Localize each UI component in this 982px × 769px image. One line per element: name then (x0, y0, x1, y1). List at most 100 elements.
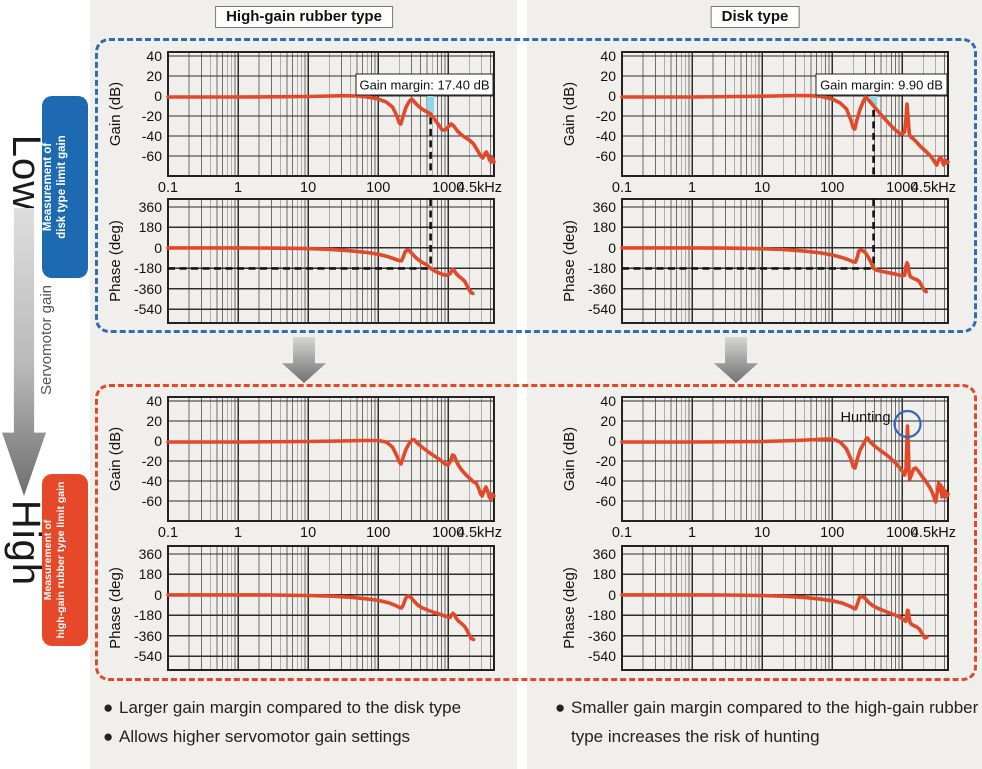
list-item: ● Larger gain margin compared to the dis… (103, 694, 523, 723)
y-axis-tick-label: 0 (608, 433, 616, 449)
note-text: Larger gain margin compared to the disk … (119, 698, 462, 717)
y-axis-tick-label: 40 (600, 48, 616, 64)
plot-area (620, 198, 949, 324)
x-axis-tick-label: 0.1 (611, 180, 633, 196)
y-axis-tick-label: -540 (133, 648, 162, 665)
y-axis-title: Phase (deg) (107, 567, 124, 649)
bode-phase-plot-rubber-high: 360 180 0 -180 -360 -540 Phase (deg) (107, 545, 495, 671)
y-axis-tick-label: -20 (595, 453, 616, 469)
y-axis-tick-label: 20 (146, 413, 162, 429)
y-axis-tick-label: -20 (141, 453, 162, 469)
y-axis-tick-label: -360 (587, 627, 616, 644)
x-axis-tick-label: 100 (820, 180, 845, 196)
x-axis-tick-label: 4.5kHz (456, 180, 502, 196)
y-axis-tick-label: 180 (138, 566, 162, 583)
plot-area (166, 198, 495, 324)
y-axis-tick-label: -40 (141, 128, 162, 144)
note-text: Smaller gain margin compared to the high… (571, 698, 979, 746)
x-axis-tick-label: 10 (754, 180, 771, 196)
measurement-disk-type-limit-box (42, 96, 88, 278)
y-axis-title: Gain (dB) (561, 426, 578, 492)
y-axis-tick-label: -60 (595, 493, 616, 509)
x-axis-tick-label: 1000 (432, 180, 465, 196)
y-axis-tick-label: -180 (133, 260, 162, 277)
y-axis-tick-label: -180 (587, 607, 616, 624)
bode-phase-plot-rubber-low: 360 180 0 -180 -360 -540 Phase (deg) (107, 198, 495, 324)
measurement-disk-type-limit-label: Measurement of disk type limit gain (42, 96, 88, 278)
x-axis-tick-label: 10 (300, 180, 317, 196)
bullet-icon: ● (103, 726, 114, 746)
x-axis-tick-label: 1000 (886, 525, 919, 541)
plot-area: Gain margin: 17.40 dB (166, 51, 496, 177)
low-gain-dashed-panel (95, 38, 977, 333)
measurement-high-gain-rubber-limit-box (42, 474, 88, 646)
y-axis-tick-label: -540 (587, 648, 616, 665)
y-axis-tick-label: 0 (608, 586, 616, 603)
y-axis-tick-label: 0 (154, 433, 162, 449)
y-axis-tick-label: 40 (600, 393, 616, 409)
bode-gain-plot-disk-high: Hunting 40 20 0 -20 -40 -60 Gain (dB) 0.1 1 10 100 1… (561, 393, 956, 541)
y-axis-tick-label: -360 (587, 280, 616, 297)
x-axis-tick-label: 0.1 (157, 180, 179, 196)
plot-area (620, 545, 949, 671)
x-axis-tick-label: 1000 (432, 525, 465, 541)
x-axis-tick-label: 0.1 (611, 525, 633, 541)
x-axis-tick-label: 10 (754, 525, 771, 541)
bode-gain-plot-rubber-low: Gain margin: 17.40 dB 40 20 0 -20 -40 -60 Gain … (107, 48, 502, 196)
bode-gain-plot-rubber-high: 40 20 0 -20 -40 -60 Gain (dB) 0.1 1 10 100 1000 4.5k… (107, 393, 502, 541)
y-axis-tick-label: 0 (608, 239, 616, 256)
x-axis-tick-label: 1 (234, 180, 243, 196)
measure-high-line2: high-gain rubber type limit gain (54, 481, 67, 639)
y-axis-tick-label: -360 (133, 280, 162, 297)
y-axis-tick-label: 360 (592, 198, 616, 215)
bode-phase-plot-disk-low: 360 180 0 -180 -360 -540 Phase (deg) (561, 198, 949, 324)
measure-low-line2: disk type limit gain (55, 135, 68, 239)
column-header-disk-type: Disk type (710, 6, 800, 28)
plot-area (166, 396, 496, 522)
y-axis-title: Phase (deg) (107, 220, 124, 302)
notes-disk-type: ● Smaller gain margin compared to the hi… (555, 694, 979, 751)
y-axis-tick-label: 0 (608, 88, 616, 104)
bode-gain-plot-disk-low: Gain margin: 9.90 dB 40 20 0 -20 -40 -60 Gain (… (561, 48, 956, 196)
y-axis-tick-label: -40 (595, 128, 616, 144)
y-axis-tick-label: 0 (154, 586, 162, 603)
y-axis-tick-label: 40 (146, 48, 162, 64)
notes-high-gain-rubber: ● Larger gain margin compared to the dis… (103, 694, 523, 751)
y-axis-tick-label: -540 (587, 301, 616, 318)
y-axis-tick-label: -60 (141, 148, 162, 164)
plot-area: Gain margin: 9.90 dB (620, 51, 950, 177)
y-axis-tick-label: -60 (595, 148, 616, 164)
x-axis-tick-label: 0.1 (157, 525, 179, 541)
y-axis-tick-label: -360 (133, 627, 162, 644)
y-axis-tick-label: 0 (154, 239, 162, 256)
y-axis-tick-label: -40 (141, 473, 162, 489)
y-axis-tick-label: -20 (595, 108, 616, 124)
measure-low-line1: Measurement of (42, 142, 54, 232)
y-axis-tick-label: 360 (138, 545, 162, 562)
x-axis-tick-label: 100 (366, 525, 391, 541)
x-axis-tick-label: 1 (688, 525, 697, 541)
x-axis-tick-label: 4.5kHz (456, 525, 502, 541)
y-axis-tick-label: 360 (592, 545, 616, 562)
y-axis-title: Gain (dB) (561, 81, 578, 147)
y-axis-tick-label: -180 (587, 260, 616, 277)
y-axis-title: Gain (dB) (107, 81, 124, 147)
y-axis-tick-label: 180 (138, 219, 162, 236)
y-axis-tick-label: 180 (592, 566, 616, 583)
y-axis-tick-label: 20 (600, 413, 616, 429)
y-axis-title: Phase (deg) (561, 567, 578, 649)
x-axis-tick-label: 1000 (886, 180, 919, 196)
gain-margin-annotation: Gain margin: 9.90 dB (820, 78, 943, 93)
column-header-high-gain-rubber: High-gain rubber type (215, 6, 393, 28)
bullet-icon: ● (555, 698, 566, 717)
y-axis-tick-label: 20 (146, 68, 162, 84)
gain-margin-annotation: Gain margin: 17.40 dB (359, 78, 489, 93)
y-axis-title: Phase (deg) (561, 220, 578, 302)
y-axis-tick-label: -180 (133, 607, 162, 624)
measurement-high-gain-rubber-limit-label: Measurement of high-gain rubber type lim… (42, 474, 88, 646)
y-axis-tick-label: -20 (141, 108, 162, 124)
note-text: Allows higher servomotor gain settings (119, 726, 411, 746)
y-axis-title: Gain (dB) (107, 426, 124, 492)
plot-area (166, 545, 495, 671)
